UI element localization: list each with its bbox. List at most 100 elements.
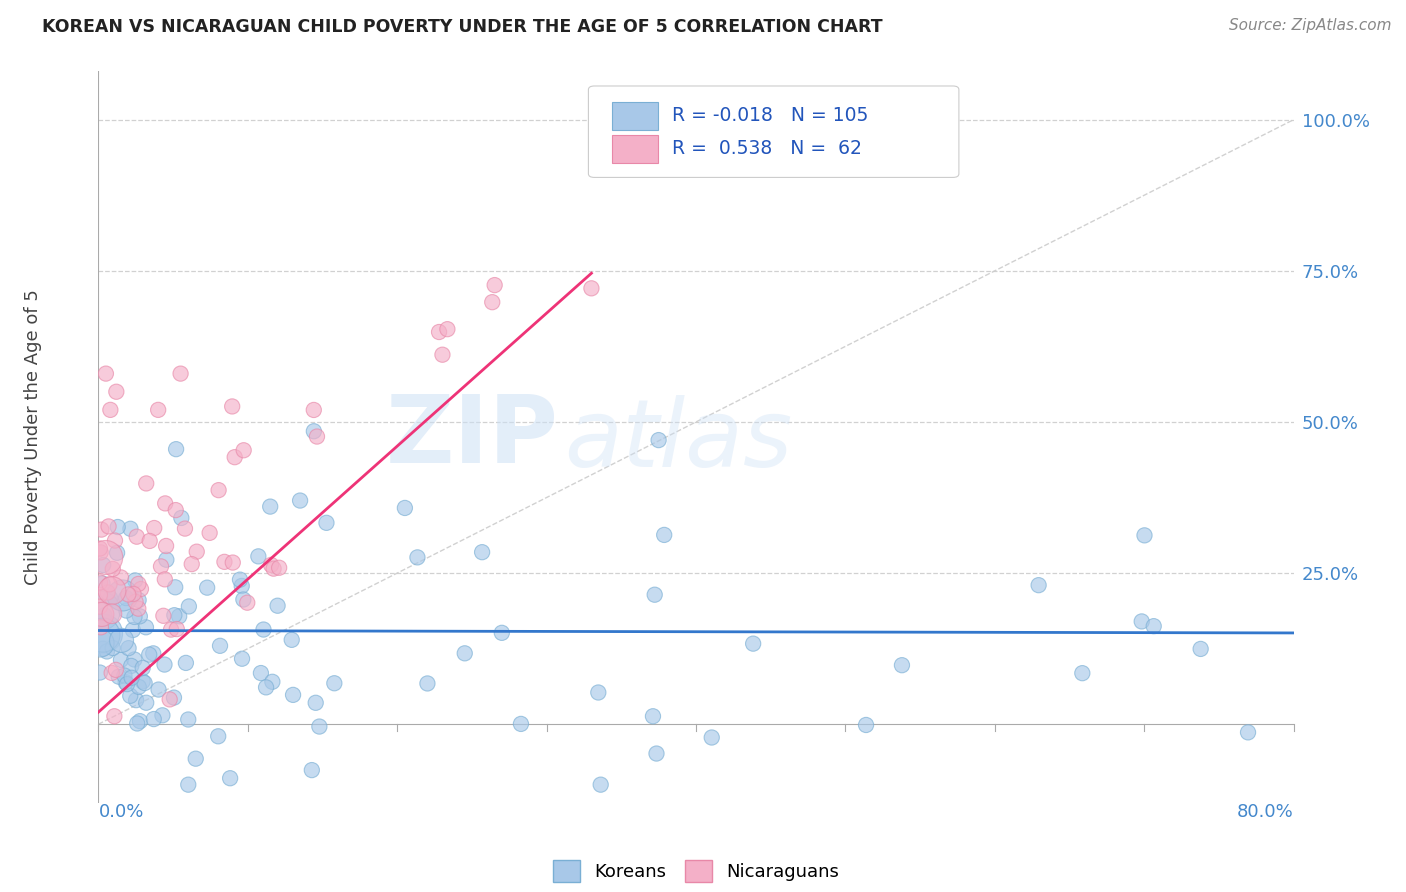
Point [1071,666,1094,681]
Point [198,525,221,540]
Point [170,511,193,525]
Point [269,560,291,574]
Point [645,747,668,761]
Text: atlas: atlas [565,395,793,486]
Point [148,682,170,697]
Point [641,709,664,723]
Point [89,541,111,556]
Point [250,666,273,681]
Point [266,599,288,613]
Point [416,676,439,690]
Point [288,493,311,508]
Point [115,603,138,617]
Point [1237,725,1260,739]
Text: 80.0%: 80.0% [1237,803,1294,821]
Point [121,671,143,685]
Point [153,573,176,587]
Point [91,558,114,572]
Point [165,503,187,517]
Point [280,632,302,647]
Point [129,714,152,728]
Point [153,496,176,510]
Point [254,681,277,695]
Point [148,403,170,417]
Point [150,559,173,574]
Point [302,424,325,438]
Point [236,596,259,610]
Point [153,657,176,672]
Point [90,620,112,634]
Point [97,519,120,533]
Point [111,589,134,603]
Point [89,636,111,650]
Point [96,644,118,658]
Point [180,557,202,571]
Point [427,325,450,339]
Point [177,599,200,614]
Point [252,623,274,637]
Point [589,778,612,792]
Point [91,628,114,642]
Point [107,670,129,684]
Text: KOREAN VS NICARAGUAN CHILD POVERTY UNDER THE AGE OF 5 CORRELATION CHART: KOREAN VS NICARAGUAN CHILD POVERTY UNDER… [42,18,883,36]
Point [114,668,136,682]
Point [165,580,187,594]
Point [231,579,253,593]
Point [94,550,117,565]
Point [129,582,152,596]
Point [127,716,149,731]
FancyBboxPatch shape [613,102,658,130]
Point [138,648,160,662]
Point [124,610,146,624]
Point [115,591,138,605]
Point [127,601,149,615]
Point [302,403,325,417]
Point [105,384,128,399]
Point [481,295,503,310]
Point [305,429,328,443]
Point [98,577,121,591]
Legend: Koreans, Nicaraguans: Koreans, Nicaraguans [546,853,846,888]
Point [93,608,115,623]
Text: Child Poverty Under the Age of 5: Child Poverty Under the Age of 5 [24,289,42,585]
Point [90,607,112,622]
Point [652,528,675,542]
Point [128,609,150,624]
Point [101,562,124,576]
Point [219,771,242,785]
Point [484,278,506,293]
Point [89,665,111,680]
Point [160,623,183,637]
Point [177,778,200,792]
Point [98,403,122,417]
Point [221,400,243,414]
Point [100,665,122,680]
Point [186,544,208,558]
Point [114,675,136,690]
Point [103,709,125,723]
Point [305,696,328,710]
Point [90,604,112,618]
Point [163,608,186,623]
Point [110,633,132,648]
Point [104,533,127,548]
Text: Source: ZipAtlas.com: Source: ZipAtlas.com [1229,18,1392,33]
Point [890,658,912,673]
Point [581,281,603,295]
Point [394,500,416,515]
Point [94,367,117,381]
Point [432,348,454,362]
Point [142,712,165,726]
Point [131,674,153,689]
Point [152,608,174,623]
Point [122,587,145,601]
Point [454,646,477,660]
Point [1189,641,1212,656]
Point [110,570,132,584]
Point [89,599,111,614]
Point [122,623,145,637]
Point [1143,619,1166,633]
Point [214,555,236,569]
Point [308,720,330,734]
FancyBboxPatch shape [613,135,658,163]
